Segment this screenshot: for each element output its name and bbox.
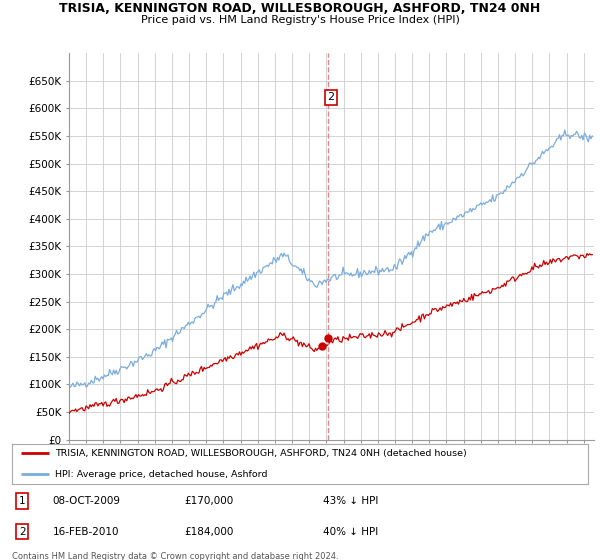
Text: Price paid vs. HM Land Registry's House Price Index (HPI): Price paid vs. HM Land Registry's House … <box>140 15 460 25</box>
Text: 2: 2 <box>19 526 26 536</box>
Text: TRISIA, KENNINGTON ROAD, WILLESBOROUGH, ASHFORD, TN24 0NH (detached house): TRISIA, KENNINGTON ROAD, WILLESBOROUGH, … <box>55 449 467 458</box>
Text: Contains HM Land Registry data © Crown copyright and database right 2024.
This d: Contains HM Land Registry data © Crown c… <box>12 552 338 560</box>
Text: 08-OCT-2009: 08-OCT-2009 <box>52 496 121 506</box>
Text: TRISIA, KENNINGTON ROAD, WILLESBOROUGH, ASHFORD, TN24 0NH: TRISIA, KENNINGTON ROAD, WILLESBOROUGH, … <box>59 2 541 15</box>
Text: 1: 1 <box>19 496 26 506</box>
Text: 40% ↓ HPI: 40% ↓ HPI <box>323 526 378 536</box>
Text: HPI: Average price, detached house, Ashford: HPI: Average price, detached house, Ashf… <box>55 470 268 479</box>
Text: 16-FEB-2010: 16-FEB-2010 <box>52 526 119 536</box>
Text: £184,000: £184,000 <box>185 526 234 536</box>
Text: 43% ↓ HPI: 43% ↓ HPI <box>323 496 379 506</box>
Text: £170,000: £170,000 <box>185 496 234 506</box>
Text: 2: 2 <box>328 92 335 102</box>
